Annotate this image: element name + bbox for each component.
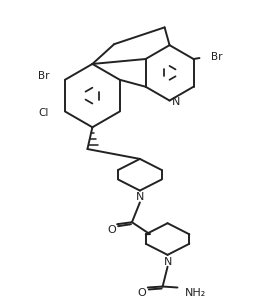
- Text: Cl: Cl: [39, 108, 49, 118]
- Text: Br: Br: [38, 71, 49, 81]
- Text: Br: Br: [211, 52, 223, 62]
- Text: NH₂: NH₂: [184, 288, 206, 298]
- Text: N: N: [136, 192, 144, 202]
- Text: N: N: [172, 97, 180, 107]
- Text: N: N: [163, 257, 172, 267]
- Text: O: O: [137, 288, 146, 298]
- Text: O: O: [108, 225, 116, 235]
